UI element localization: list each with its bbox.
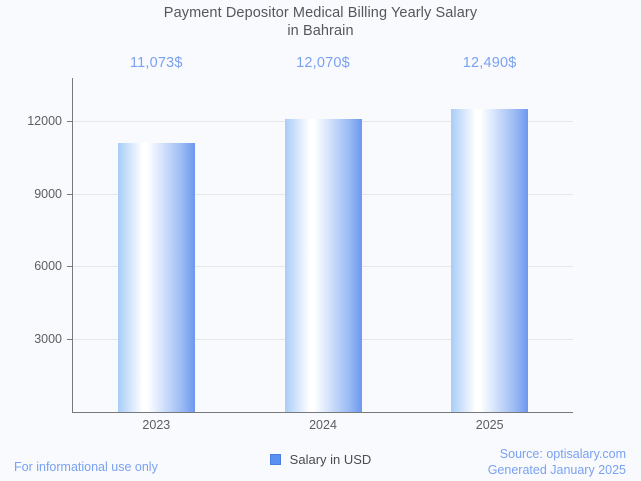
data-label-2025: 12,490$ [462,55,517,71]
data-label-2023: 11,073$ [129,55,183,71]
bar-2024[interactable] [284,119,362,412]
disclaimer-text: For informational use only [14,460,158,474]
chart-title: Payment Depositor Medical Billing Yearly… [0,4,641,40]
y-tick-mark [67,339,73,341]
source-attribution: Source: optisalary.com Generated January… [488,446,626,478]
y-axis-labels: 3000 6000 9000 12000 [0,0,62,481]
y-tick-label: 9000 [34,186,62,201]
y-tick-mark [67,120,73,122]
legend-swatch-icon [269,454,281,465]
plot-area [73,78,573,412]
source-text: Source: optisalary.com [499,447,626,461]
y-tick-mark [67,193,73,195]
x-tick-label-2024: 2024 [309,418,337,432]
chart-legend[interactable]: Salary in USD [0,452,641,467]
chart-title-line-2: in Bahrain [287,23,354,39]
legend-item-label: Salary in USD [289,452,372,467]
bar-2025[interactable] [451,108,529,412]
generated-date-text: Generated January 2025 [487,463,626,477]
x-tick-label-2023: 2023 [142,418,171,432]
y-tick-label: 6000 [34,259,62,274]
y-tick-mark [67,266,73,268]
chart-title-line-1: Payment Depositor Medical Billing Yearly… [163,5,478,21]
data-label-2024: 12,070$ [296,55,350,71]
y-tick-label: 3000 [34,332,62,347]
x-axis-line [72,412,573,413]
y-tick-label: 12000 [27,113,62,128]
y-axis-line [72,78,73,413]
x-tick-label-2025: 2025 [475,418,504,432]
bar-2023[interactable] [117,143,195,412]
